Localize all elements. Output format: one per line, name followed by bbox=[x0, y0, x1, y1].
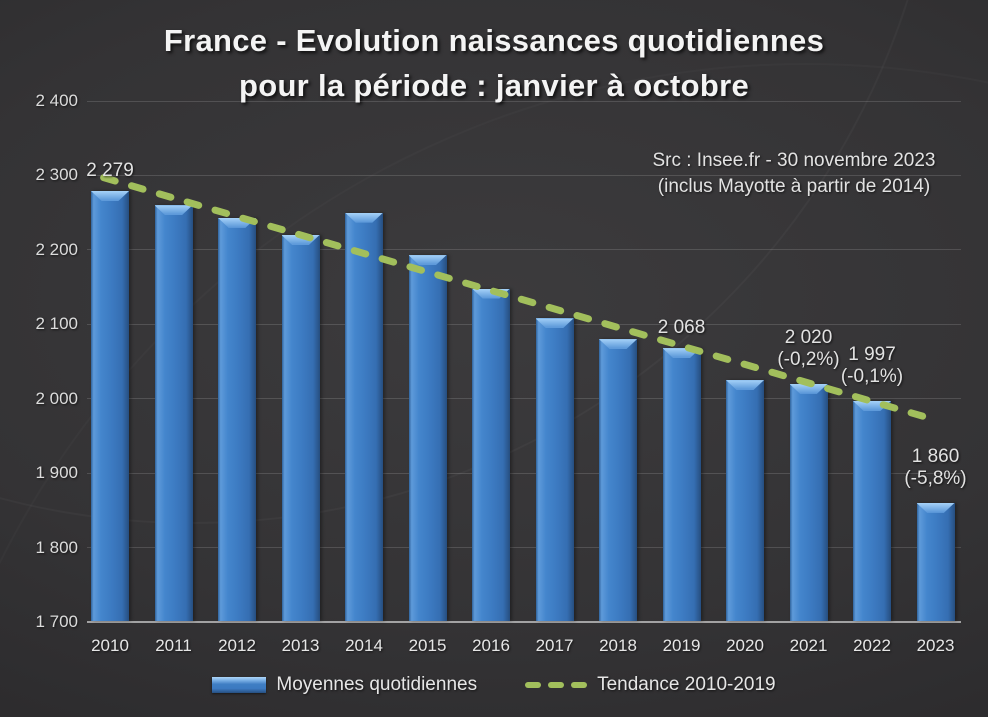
y-axis-label: 2 000 bbox=[35, 388, 78, 408]
x-axis-label-2011: 2011 bbox=[155, 636, 192, 655]
y-axis-label: 1 700 bbox=[35, 612, 78, 631]
legend-item-tendance: Tendance 2010-2019 bbox=[525, 674, 776, 696]
bar-2012 bbox=[218, 217, 256, 621]
annotation-2023: 1 860 (-5,8%) bbox=[904, 445, 967, 489]
bar-2020 bbox=[726, 380, 764, 621]
bar-swatch-icon bbox=[212, 677, 267, 693]
source-line1: Src : Insee.fr - 30 novembre 2023 bbox=[652, 150, 936, 171]
legend-label-moyennes: Moyennes quotidiennes bbox=[276, 674, 478, 695]
bar-2014 bbox=[345, 212, 383, 621]
annotation-2010: 2 279 bbox=[86, 160, 134, 182]
x-axis-label-2016: 2016 bbox=[472, 636, 510, 655]
x-axis-label-2013: 2013 bbox=[281, 636, 320, 655]
x-axis-label-2015: 2015 bbox=[408, 636, 447, 655]
legend-label-tendance: Tendance 2010-2019 bbox=[597, 674, 776, 695]
chart-title: France - Evolution naissances quotidienn… bbox=[0, 18, 988, 108]
y-axis-label: 2 300 bbox=[35, 165, 78, 185]
legend: Moyennes quotidiennes Tendance 2010-2019 bbox=[0, 668, 988, 702]
y-axis-label: 2 100 bbox=[35, 314, 78, 334]
bar-2018 bbox=[599, 339, 637, 621]
bar-2013 bbox=[281, 234, 320, 621]
x-axis-label-2023: 2023 bbox=[916, 636, 955, 655]
source-note: Src : Insee.fr - 30 novembre 2023 (inclu… bbox=[600, 148, 988, 200]
x-axis-label-2021: 2021 bbox=[789, 636, 828, 655]
bar-2010 bbox=[91, 191, 129, 621]
gridline-1800 bbox=[87, 547, 961, 549]
y-axis-label: 1 900 bbox=[35, 463, 78, 483]
bar-2017 bbox=[535, 318, 574, 621]
x-axis-label-2019: 2019 bbox=[662, 636, 701, 655]
chart-title-line1: France - Evolution naissances quotidienn… bbox=[163, 23, 825, 58]
y-axis-label: 1 800 bbox=[35, 537, 78, 557]
bar-2015 bbox=[408, 255, 447, 621]
chart-title-line2: pour la période : janvier à octobre bbox=[238, 68, 750, 103]
x-axis-label-2022: 2022 bbox=[853, 636, 891, 655]
annotation-2022: 1 997 (-0,1%) bbox=[840, 343, 904, 387]
source-line2: (inclus Mayotte à partir de 2014) bbox=[657, 176, 931, 197]
x-axis-label-2014: 2014 bbox=[345, 636, 383, 655]
x-axis-label-2012: 2012 bbox=[218, 636, 256, 655]
bar-2022 bbox=[853, 400, 891, 621]
bar-2016 bbox=[472, 288, 510, 621]
dashed-line-icon bbox=[525, 682, 588, 688]
y-axis-label: 2 400 bbox=[35, 91, 78, 110]
legend-item-moyennes-quotidiennes: Moyennes quotidiennes bbox=[212, 674, 477, 696]
gridline-2400 bbox=[87, 100, 961, 102]
x-axis-label-2010: 2010 bbox=[91, 636, 129, 655]
bar-2023 bbox=[916, 502, 955, 621]
bar-2011 bbox=[154, 205, 193, 621]
bar-2019 bbox=[662, 348, 701, 621]
x-axis-label-2020: 2020 bbox=[726, 636, 764, 655]
gridline-1700 bbox=[87, 621, 961, 623]
x-axis-label-2017: 2017 bbox=[535, 636, 574, 655]
y-axis-label: 2 200 bbox=[35, 239, 78, 259]
bar-2021 bbox=[789, 383, 828, 621]
annotation-2019: 2 068 bbox=[657, 317, 706, 339]
gridline-1900 bbox=[87, 472, 961, 474]
x-axis-label-2018: 2018 bbox=[599, 636, 637, 655]
